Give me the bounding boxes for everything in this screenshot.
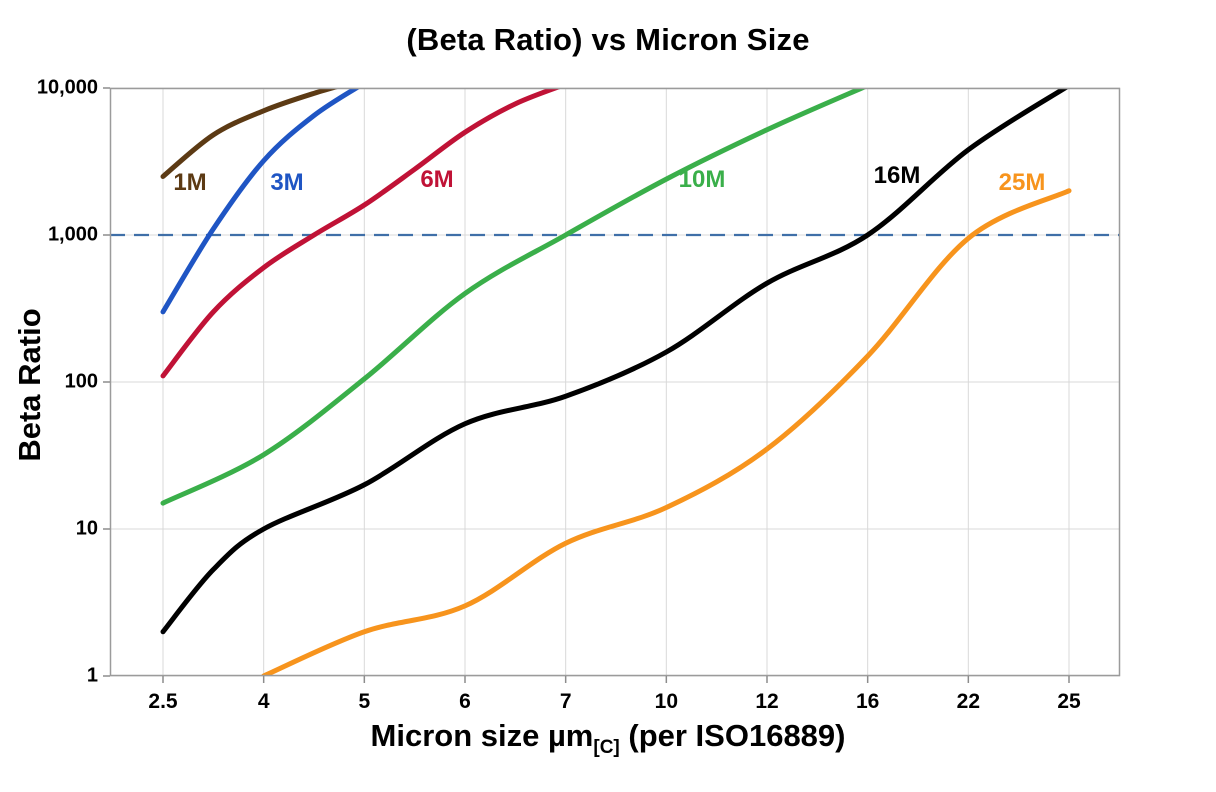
y-tick-label: 10,000 xyxy=(36,76,98,99)
y-tick-label: 1 xyxy=(86,664,98,687)
x-tick-label: 2.5 xyxy=(148,690,178,713)
x-axis-title-rest: (per ISO16889) xyxy=(619,718,846,753)
gridlines xyxy=(110,87,1120,677)
x-tick-label: 7 xyxy=(559,690,572,713)
x-tick-label: 6 xyxy=(459,690,471,713)
curve-6M xyxy=(160,88,563,379)
x-tick-label: 4 xyxy=(257,690,270,713)
curve-3M xyxy=(160,88,362,315)
curve-label-3M: 3M xyxy=(270,169,304,196)
x-axis-title: Micron size µm[C] (per ISO16889) xyxy=(0,718,1216,759)
y-tick-label: 10 xyxy=(75,517,98,540)
x-tick-label: 22 xyxy=(956,690,980,713)
x-tick-label: 10 xyxy=(654,690,678,713)
plot-svg xyxy=(103,87,1121,683)
x-axis-title-subscript: [C] xyxy=(593,737,620,758)
curve-label-1M: 1M xyxy=(173,169,207,196)
x-tick-label: 5 xyxy=(358,690,371,713)
plot-border xyxy=(109,87,1121,677)
x-tick-label: 25 xyxy=(1057,690,1081,713)
x-tick-label: 16 xyxy=(855,690,880,713)
axis-ticks xyxy=(103,87,1070,683)
chart-title: (Beta Ratio) vs Micron Size xyxy=(406,22,810,57)
plot-area xyxy=(103,87,1121,683)
x-tick-label: 12 xyxy=(755,690,779,713)
series-curves xyxy=(160,88,1072,676)
y-tick-label: 100 xyxy=(64,370,98,393)
curve-label-16M: 16M xyxy=(873,162,921,189)
x-axis-title-main: Micron size µm xyxy=(370,718,594,753)
curve-10M xyxy=(160,88,869,506)
curve-16M xyxy=(160,88,1070,635)
curve-25M xyxy=(261,188,1072,676)
curve-label-10M: 10M xyxy=(678,166,726,193)
curve-label-25M: 25M xyxy=(998,169,1046,196)
y-tick-label: 1,000 xyxy=(47,223,98,246)
curve-label-6M: 6M xyxy=(420,166,454,193)
